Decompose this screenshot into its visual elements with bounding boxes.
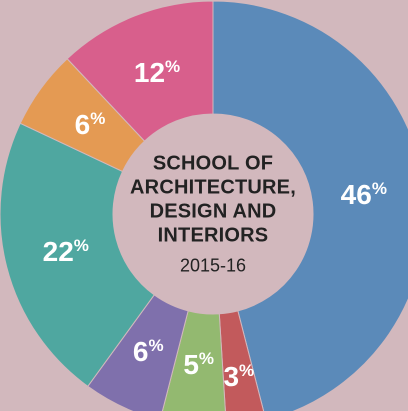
slice-label: 6% — [132, 335, 164, 367]
slice-label: 3% — [223, 360, 255, 392]
donut-hole — [113, 114, 313, 314]
slice-label: 12% — [133, 56, 181, 88]
donut-slice — [0, 122, 155, 388]
slice-label: 6% — [74, 108, 106, 140]
donut-slice — [66, 0, 214, 142]
center-label: SCHOOL OF ARCHITECTURE, DESIGN AND INTER… — [123, 152, 303, 277]
slice-label: 5% — [183, 349, 215, 381]
chart-subtitle: 2015-16 — [179, 255, 247, 276]
slice-label: 22% — [42, 235, 89, 267]
slice-label: 46% — [340, 178, 387, 210]
chart-title: SCHOOL OF ARCHITECTURE, DESIGN AND INTER… — [130, 152, 296, 247]
